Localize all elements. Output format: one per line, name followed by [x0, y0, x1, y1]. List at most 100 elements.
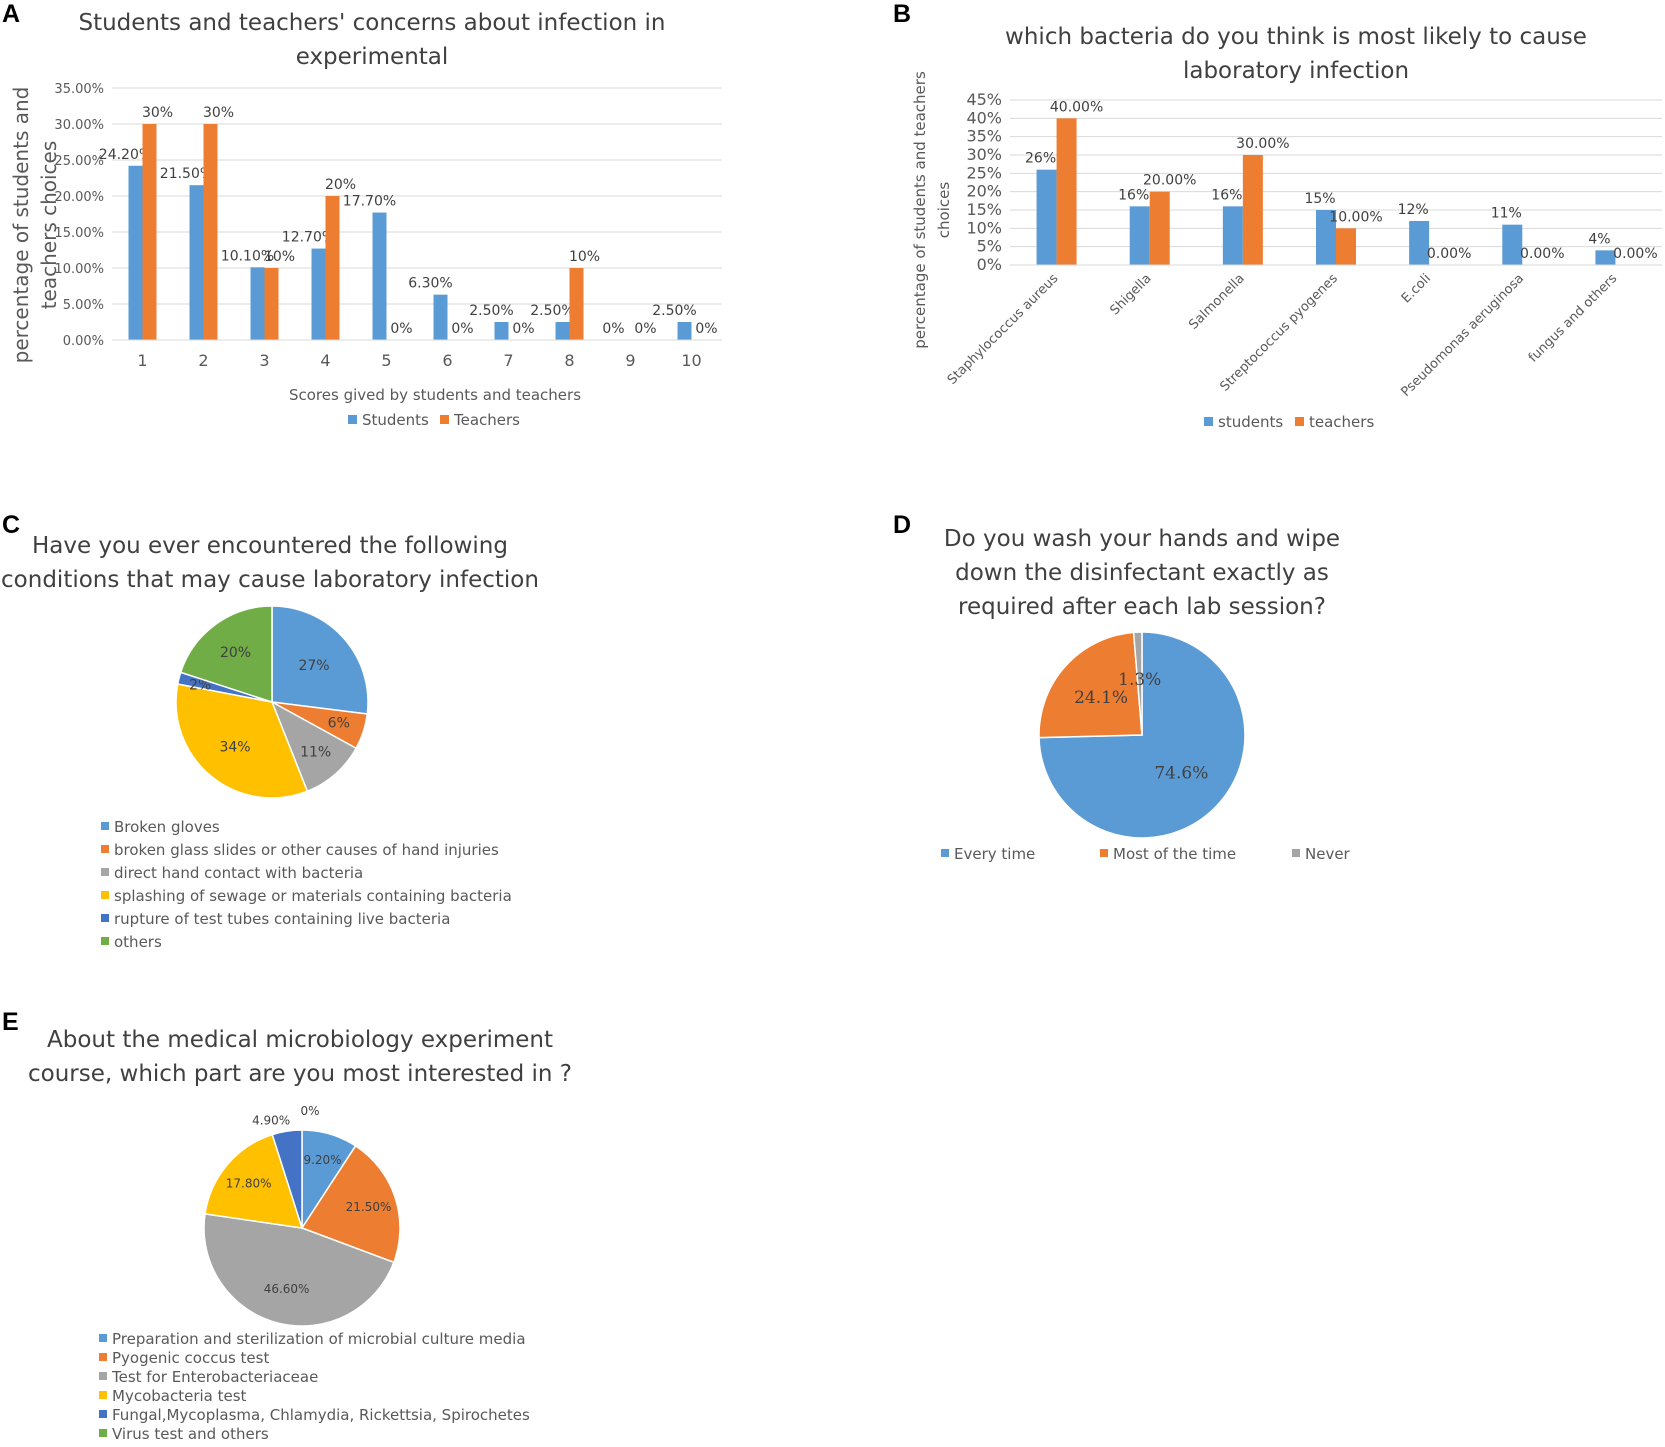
chart-a-xtick: 5 [381, 351, 391, 370]
chart-b-data-label: 40.00% [1050, 99, 1103, 115]
chart-b-xtick: fungus and others [1526, 271, 1621, 366]
chart-e-slice-label: 4.90% [252, 1113, 290, 1127]
chart-b-ytick: 0% [977, 255, 1002, 274]
chart-c-slice [270, 700, 358, 793]
chart-d-legend-swatch [1100, 849, 1108, 857]
chart-c-legend-swatch [101, 868, 109, 876]
chart-b-ytick: 30% [966, 145, 1002, 164]
chart-c-slice-label: 2% [189, 678, 211, 694]
chart-b-ytick: 45% [966, 90, 1002, 109]
chart-b-data-label: 0.00% [1613, 246, 1657, 262]
chart-a-data-label: 0% [634, 321, 656, 337]
chart-a-bar-students [128, 165, 143, 340]
chart-e-legend-swatch [99, 1391, 107, 1399]
chart-b-bar-students [1222, 206, 1243, 265]
chart-e-legend-swatch [99, 1353, 107, 1361]
chart-a-xtick: 2 [198, 351, 208, 370]
chart-a-xtick: 1 [137, 351, 147, 370]
chart-b-bar-students [1502, 224, 1523, 265]
chart-a-bar-teachers [264, 268, 279, 340]
chart-d-slice-label: 1.3% [1118, 670, 1161, 690]
chart-a-bar-teachers [142, 124, 157, 340]
chart-a-data-label: 10% [569, 249, 600, 265]
chart-b-ylabel-line: choices [935, 182, 953, 239]
chart-a-data-label: 0% [390, 321, 412, 337]
chart-b-data-label: 0.00% [1427, 246, 1471, 262]
chart-b-legend-swatch [1295, 417, 1304, 426]
chart-b-data-label: 10.00% [1329, 209, 1382, 225]
chart-c: Have you ever encountered the following c… [1, 533, 539, 951]
chart-a-data-label: 6.30% [408, 276, 452, 292]
chart-d: Do you wash your hands and wipe down the … [941, 526, 1351, 863]
chart-a-title-line: Students and teachers' concerns about in… [78, 10, 665, 36]
chart-a-legend-swatch [440, 415, 449, 424]
chart-d-slice [1038, 631, 1246, 839]
chart-c-legend-swatch [101, 891, 109, 899]
chart-a-data-label: 0% [512, 321, 534, 337]
chart-c-slice-label: 27% [298, 658, 329, 674]
chart-b-bar-students [1316, 210, 1336, 265]
chart-a: Students and teachers' concerns about in… [9, 10, 722, 429]
chart-a-ytick: 30.00% [54, 118, 104, 133]
chart-e-slice [271, 1129, 303, 1229]
chart-a-data-label: 0% [695, 321, 717, 337]
chart-a-xlabel: Scores gived by students and teachers [289, 386, 581, 404]
chart-c-slice [179, 605, 273, 704]
chart-a-data-label: 0% [602, 321, 624, 337]
chart-e-slice [300, 1144, 401, 1264]
chart-b-data-label: 30.00% [1236, 136, 1289, 152]
chart-b-bar-students [1036, 169, 1057, 265]
chart-c-slice-label: 11% [300, 745, 331, 761]
chart-a-data-label: 2.50% [469, 303, 513, 319]
panel-letter-e: E [2, 1008, 19, 1036]
chart-b-ylabel-line: percentage of students and teachers [911, 71, 929, 349]
chart-e-slice-label: 9.20% [303, 1153, 341, 1167]
chart-b-data-label: 15% [1304, 191, 1335, 207]
chart-d-legend-label: Never [1305, 845, 1351, 863]
panel-letter-c: C [2, 511, 20, 539]
chart-d-slice [1132, 631, 1143, 736]
chart-a-ytick: 35.00% [54, 82, 104, 97]
chart-b-data-label: 11% [1491, 206, 1522, 222]
chart-e-legend-swatch [99, 1372, 107, 1380]
chart-b-bar-students [1409, 221, 1430, 265]
chart-d-legend-swatch [1292, 849, 1300, 857]
chart-b-bar-teachers [1336, 228, 1356, 265]
chart-e: About the medical microbiology experimen… [28, 1027, 572, 1443]
chart-d-legend-label: Every time [954, 845, 1035, 863]
chart-d-title-line: down the disinfectant exactly as [955, 560, 1329, 586]
chart-b-data-label: 0.00% [1520, 246, 1564, 262]
chart-c-legend-swatch [101, 845, 109, 853]
chart-e-title-line: course, which part are you most interest… [28, 1061, 572, 1087]
chart-a-ytick: 25.00% [54, 154, 104, 169]
chart-a-data-label: 30% [142, 105, 173, 121]
chart-c-legend-swatch [101, 937, 109, 945]
chart-a-legend-swatch [348, 415, 357, 424]
chart-c-slice-label: 20% [220, 645, 251, 661]
chart-a-xtick: 7 [503, 351, 513, 370]
chart-b-data-label: 4% [1588, 231, 1610, 247]
chart-a-bar-teachers [569, 268, 584, 340]
chart-b-ytick: 25% [966, 163, 1002, 182]
chart-a-data-label: 24.20% [99, 147, 152, 163]
chart-d-title-line: Do you wash your hands and wipe [944, 526, 1340, 552]
chart-a-bar-students [189, 185, 204, 340]
chart-a-data-label: 2.50% [530, 303, 574, 319]
chart-a-bar-students [250, 267, 265, 340]
chart-d-slice [1038, 631, 1143, 739]
chart-e-slice [203, 1213, 395, 1327]
chart-a-bar-students [494, 322, 509, 340]
chart-a-bar-students [372, 212, 387, 340]
chart-c-slice [175, 683, 309, 799]
chart-b-data-label: 16% [1211, 187, 1242, 203]
chart-b-ytick: 20% [966, 182, 1002, 201]
panel-letter-d: D [893, 511, 911, 539]
chart-d-legend-label: Most of the time [1113, 845, 1236, 863]
chart-a-bar-students [433, 294, 448, 340]
chart-b-legend-label: students [1218, 413, 1283, 431]
chart-b-ytick: 35% [966, 127, 1002, 146]
chart-c-slice [271, 605, 369, 715]
chart-a-data-label: 21.50% [160, 166, 213, 182]
chart-b-ytick: 5% [977, 237, 1002, 256]
chart-a-data-label: 17.70% [343, 194, 396, 210]
